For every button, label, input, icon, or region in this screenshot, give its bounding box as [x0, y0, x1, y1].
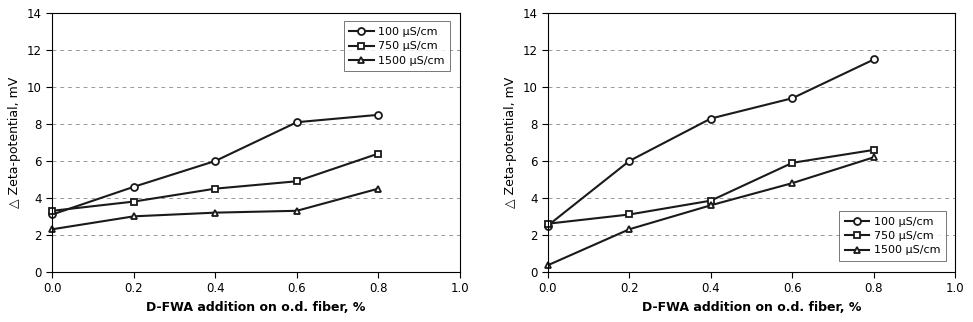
X-axis label: D-FWA addition on o.d. fiber, %: D-FWA addition on o.d. fiber, % [642, 301, 861, 314]
100 μS/cm [128, 185, 140, 189]
Y-axis label: △ Zeta-potential, mV: △ Zeta-potential, mV [504, 77, 517, 208]
100 μS/cm [47, 213, 58, 216]
1500 μS/cm [542, 263, 554, 267]
100 μS/cm [624, 159, 635, 163]
Line: 750 μS/cm: 750 μS/cm [49, 150, 381, 214]
100 μS/cm [291, 120, 303, 124]
Legend: 100 μS/cm, 750 μS/cm, 1500 μS/cm: 100 μS/cm, 750 μS/cm, 1500 μS/cm [840, 211, 946, 261]
750 μS/cm [209, 187, 221, 191]
Line: 1500 μS/cm: 1500 μS/cm [49, 185, 381, 233]
750 μS/cm [47, 209, 58, 213]
1500 μS/cm [291, 209, 303, 213]
750 μS/cm [542, 222, 554, 226]
1500 μS/cm [786, 181, 798, 185]
Line: 100 μS/cm: 100 μS/cm [49, 111, 381, 218]
750 μS/cm [705, 199, 717, 203]
Line: 1500 μS/cm: 1500 μS/cm [544, 154, 878, 269]
750 μS/cm [624, 213, 635, 216]
1500 μS/cm [705, 203, 717, 207]
100 μS/cm [868, 58, 880, 62]
Y-axis label: △ Zeta-potential, mV: △ Zeta-potential, mV [9, 77, 21, 208]
750 μS/cm [868, 148, 880, 152]
Legend: 100 μS/cm, 750 μS/cm, 1500 μS/cm: 100 μS/cm, 750 μS/cm, 1500 μS/cm [343, 22, 450, 71]
100 μS/cm [786, 96, 798, 100]
Line: 750 μS/cm: 750 μS/cm [544, 147, 878, 227]
100 μS/cm [542, 223, 554, 227]
750 μS/cm [128, 200, 140, 204]
1500 μS/cm [373, 187, 384, 191]
100 μS/cm [705, 117, 717, 120]
750 μS/cm [291, 179, 303, 183]
750 μS/cm [373, 152, 384, 156]
750 μS/cm [786, 161, 798, 165]
100 μS/cm [373, 113, 384, 117]
1500 μS/cm [128, 214, 140, 218]
1500 μS/cm [47, 227, 58, 231]
Line: 100 μS/cm: 100 μS/cm [544, 56, 878, 229]
X-axis label: D-FWA addition on o.d. fiber, %: D-FWA addition on o.d. fiber, % [146, 301, 366, 314]
1500 μS/cm [624, 227, 635, 231]
1500 μS/cm [868, 155, 880, 159]
1500 μS/cm [209, 211, 221, 214]
100 μS/cm [209, 159, 221, 163]
